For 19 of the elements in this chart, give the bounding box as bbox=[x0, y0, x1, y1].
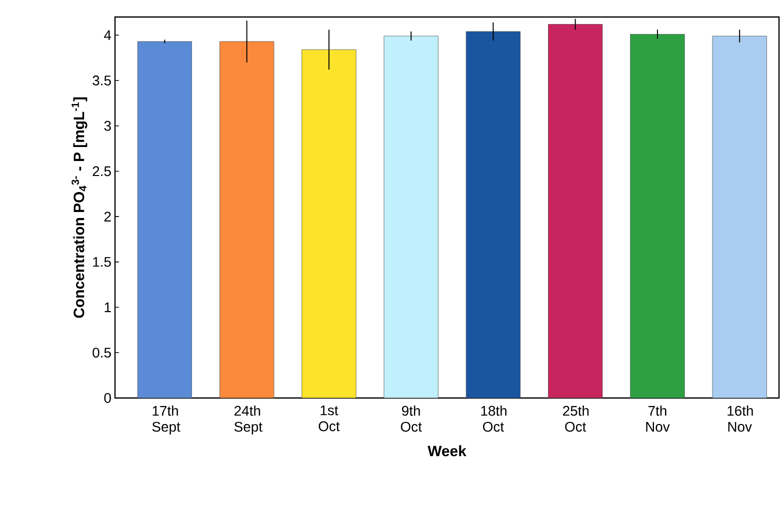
x-tick-label: 24th Sept bbox=[234, 406, 262, 434]
y-tick-label: 3.5 bbox=[92, 76, 111, 86]
x-tick-label: 18th Oct bbox=[481, 406, 506, 432]
x-tick-label: 25th Oct bbox=[563, 406, 589, 432]
y-tick-label: 1.5 bbox=[93, 257, 111, 267]
y-tick-label: 2.5 bbox=[92, 166, 111, 176]
y-tick-label: 3 bbox=[104, 120, 111, 131]
x-tick-label: 17th Sept bbox=[152, 406, 180, 434]
y-tick-label: 0.5 bbox=[92, 348, 111, 358]
x-tick-label: 1st Oct bbox=[318, 406, 340, 432]
y-axis-title: Concentration PO$_{4}$$^{3-}$ - P [mgL$^{-1}$] bbox=[72, 97, 88, 318]
x-tick-label: 7th Nov bbox=[646, 406, 670, 432]
x-tick-label: 9th Oct bbox=[400, 406, 422, 432]
x-tick-label: 16th Nov bbox=[728, 406, 753, 432]
y-tick-label: 4 bbox=[104, 30, 112, 40]
y-tick-label: 0 bbox=[104, 393, 111, 403]
x-axis-title: Week bbox=[428, 445, 466, 456]
y-tick-label: 1 bbox=[104, 302, 111, 312]
y-tick-label: 2 bbox=[104, 212, 111, 222]
